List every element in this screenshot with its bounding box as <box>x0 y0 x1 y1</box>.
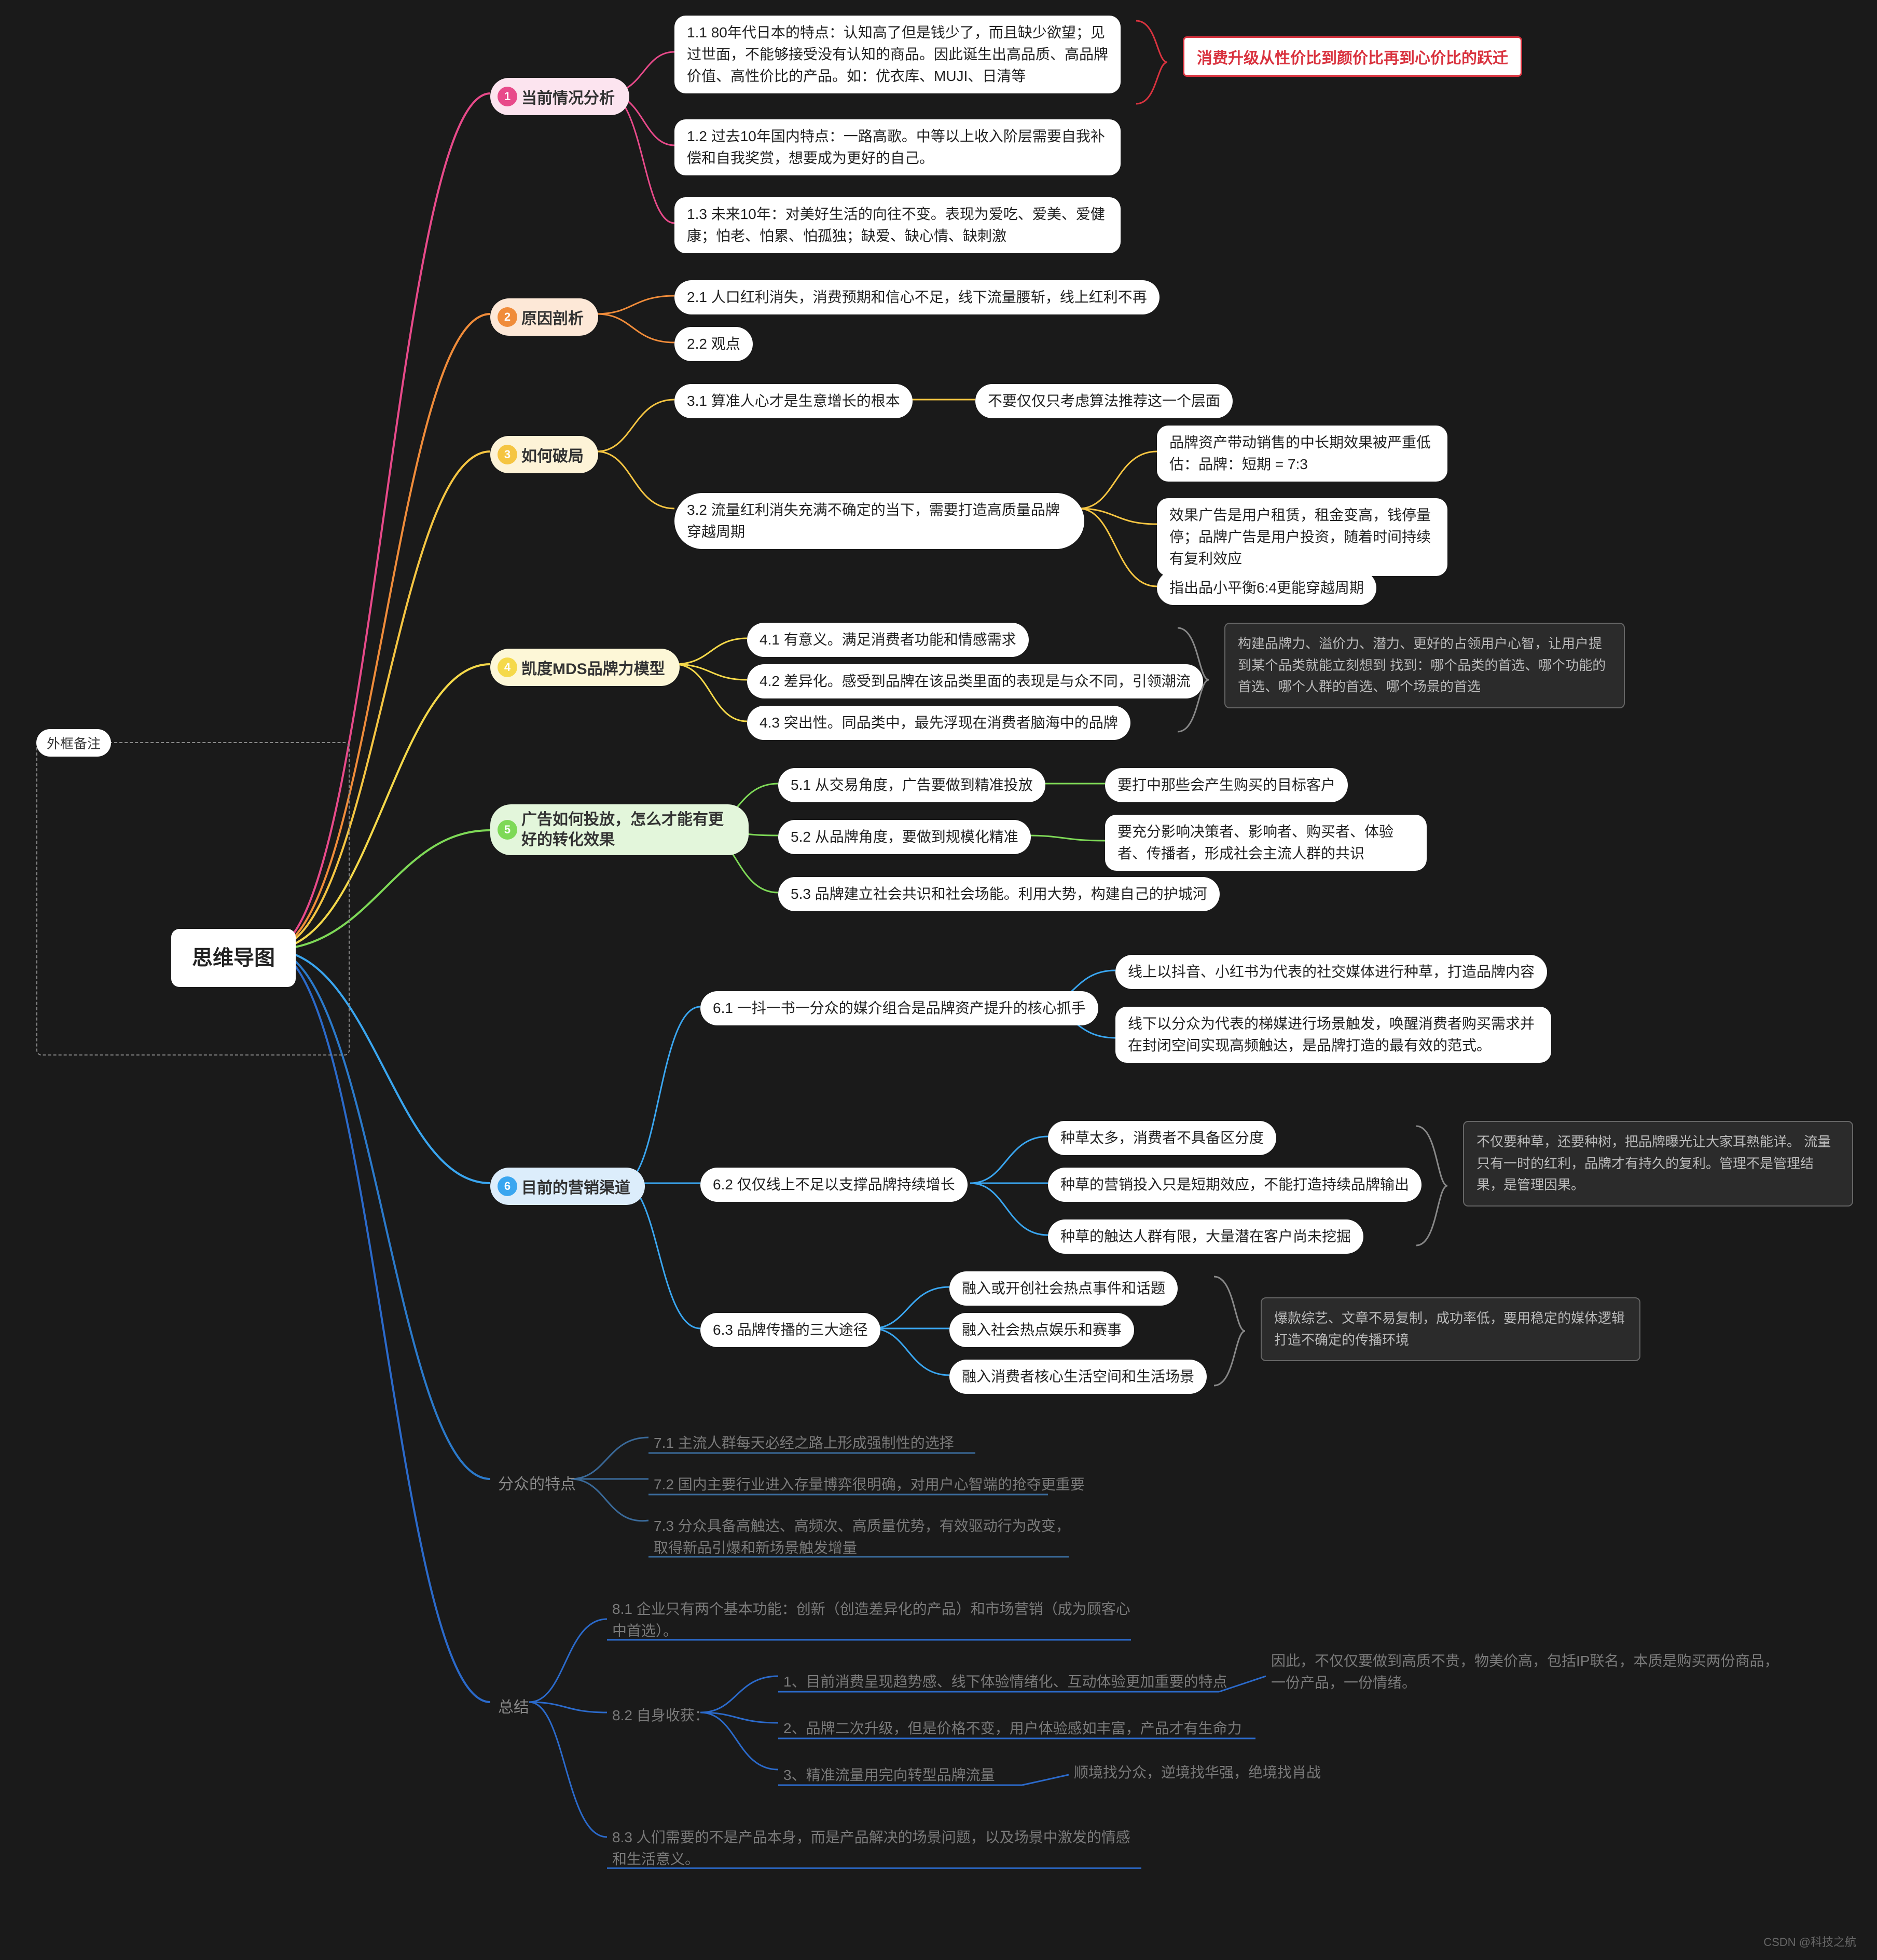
node-6-3b[interactable]: 融入社会热点娱乐和赛事 <box>949 1313 1134 1347</box>
branch-3-num: 3 <box>498 445 517 464</box>
node-6-1a[interactable]: 线上以抖音、小红书为代表的社交媒体进行种草，打造品牌内容 <box>1115 955 1547 989</box>
node-3-2a[interactable]: 品牌资产带动销售的中长期效果被严重低估：品牌：短期 = 7:3 <box>1157 426 1447 482</box>
root-node[interactable]: 思维导图 <box>171 929 296 987</box>
branch-4[interactable]: 4 凯度MDS品牌力模型 <box>490 649 680 686</box>
branch-1-label: 当前情况分析 <box>521 90 615 107</box>
node-4-2[interactable]: 4.2 差异化。感受到品牌在该品类里面的表现是与众不同，引领潮流 <box>747 664 1203 698</box>
branch-8-label[interactable]: 总结 <box>498 1694 529 1717</box>
branch-7-label[interactable]: 分众的特点 <box>498 1471 576 1494</box>
node-8-1[interactable]: 8.1 企业只有两个基本功能：创新（创造差异化的产品）和市场营销（成为顾客心中首… <box>612 1598 1131 1642</box>
branch-6-num: 6 <box>498 1176 517 1196</box>
watermark: CSDN @科技之航 <box>1763 1933 1856 1950</box>
node-6-3c[interactable]: 融入消费者核心生活空间和生活场景 <box>949 1360 1207 1394</box>
branch-6-label: 目前的营销渠道 <box>521 1180 630 1197</box>
callout-consumption-upgrade: 消费升级从性价比到颜价比再到心价比的跃迁 <box>1183 36 1522 77</box>
branch-4-num: 4 <box>498 657 517 677</box>
node-7-2[interactable]: 7.2 国内主要行业进入存量博弈很明确，对用户心智端的抢夺更重要 <box>654 1474 1085 1496</box>
branch-4-label: 凯度MDS品牌力模型 <box>521 661 665 678</box>
bracket-6-3-icon <box>1209 1271 1250 1391</box>
branch-5-label: 广告如何投放，怎么才能有更好的转化效果 <box>521 811 724 848</box>
node-4-3[interactable]: 4.3 突出性。同品类中，最先浮现在消费者脑海中的品牌 <box>747 706 1130 740</box>
node-6-2a[interactable]: 种草太多，消费者不具备区分度 <box>1048 1121 1276 1155</box>
node-3-1[interactable]: 3.1 算准人心才是生意增长的根本 <box>674 384 913 418</box>
node-7-1[interactable]: 7.1 主流人群每天必经之路上形成强制性的选择 <box>654 1432 954 1454</box>
node-8-2c[interactable]: 3、精准流量用完向转型品牌流量 <box>783 1764 995 1786</box>
node-5-2a[interactable]: 要充分影响决策者、影响者、购买者、体验者、传播者，形成社会主流人群的共识 <box>1105 815 1427 871</box>
node-6-1[interactable]: 6.1 一抖一书一分众的媒介组合是品牌资产提升的核心抓手 <box>700 991 1098 1025</box>
node-3-2c[interactable]: 指出品小平衡6:4更能穿越周期 <box>1157 571 1376 605</box>
node-1-2[interactable]: 1.2 过去10年国内特点：一路高歌。中等以上收入阶层需要自我补偿和自我奖赏，想… <box>674 119 1121 175</box>
node-2-1[interactable]: 2.1 人口红利消失，消费预期和信心不足，线下流量腰斩，线上红利不再 <box>674 280 1160 314</box>
callout-6-2: 不仅要种草，还要种树，把品牌曝光让大家耳熟能详。 流量只有一时的红利，品牌才有持… <box>1463 1121 1853 1207</box>
branch-5-num: 5 <box>498 820 517 840</box>
node-8-2b[interactable]: 2、品牌二次升级，但是价格不变，用户体验感如丰富，产品才有生命力 <box>783 1718 1242 1739</box>
node-8-2[interactable]: 8.2 自身收获： <box>612 1705 709 1726</box>
callout-4: 构建品牌力、溢价力、潜力、更好的占领用户心智，让用户提到某个品类就能立刻想到 找… <box>1224 623 1625 708</box>
node-5-2[interactable]: 5.2 从品牌角度，要做到规模化精准 <box>778 820 1031 854</box>
branch-3-label: 如何破局 <box>521 448 584 465</box>
node-3-1a[interactable]: 不要仅仅只考虑算法推荐这一个层面 <box>975 384 1233 418</box>
node-3-2[interactable]: 3.2 流量红利消失充满不确定的当下，需要打造高质量品牌穿越周期 <box>674 493 1084 549</box>
node-6-3a[interactable]: 融入或开创社会热点事件和话题 <box>949 1271 1178 1306</box>
node-5-1[interactable]: 5.1 从交易角度，广告要做到精准投放 <box>778 768 1045 802</box>
branch-2-label: 原因剖析 <box>521 310 584 327</box>
branch-6[interactable]: 6 目前的营销渠道 <box>490 1168 645 1205</box>
node-1-1[interactable]: 1.1 80年代日本的特点：认知高了但是钱少了，而且缺少欲望；见过世面，不能够接… <box>674 16 1121 93</box>
node-6-3[interactable]: 6.3 品牌传播的三大途径 <box>700 1313 880 1347</box>
node-1-3[interactable]: 1.3 未来10年：对美好生活的向往不变。表现为爱吃、爱美、爱健康；怕老、怕累、… <box>674 197 1121 253</box>
outer-note-box <box>36 742 350 1056</box>
branch-1-num: 1 <box>498 87 517 106</box>
node-6-2c[interactable]: 种草的触达人群有限，大量潜在客户尚未挖掘 <box>1048 1219 1363 1254</box>
node-4-1[interactable]: 4.1 有意义。满足消费者功能和情感需求 <box>747 623 1029 657</box>
branch-3[interactable]: 3 如何破局 <box>490 436 598 473</box>
branch-5[interactable]: 5 广告如何投放，怎么才能有更好的转化效果 <box>490 804 749 855</box>
branch-1[interactable]: 1 当前情况分析 <box>490 78 629 115</box>
node-5-3[interactable]: 5.3 品牌建立社会共识和社会场能。利用大势，构建自己的护城河 <box>778 877 1220 911</box>
node-7-3[interactable]: 7.3 分众具备高触达、高频次、高质量优势，有效驱动行为改变，取得新品引爆和新场… <box>654 1515 1079 1559</box>
node-8-3[interactable]: 8.3 人们需要的不是产品本身，而是产品解决的场景问题，以及场景中激发的情感和生… <box>612 1827 1141 1870</box>
node-3-2b[interactable]: 效果广告是用户租赁，租金变高，钱停量停；品牌广告是用户投资，随着时间持续有复利效… <box>1157 498 1447 576</box>
outer-note-label: 外框备注 <box>36 729 111 757</box>
node-6-1b[interactable]: 线下以分众为代表的梯媒进行场景触发，唤醒消费者购买需求并在封闭空间实现高频触达，… <box>1115 1007 1551 1063</box>
node-8-2a[interactable]: 1、目前消费呈现趋势感、线下体验情绪化、互动体验更加重要的特点 <box>783 1671 1227 1693</box>
branch-2-num: 2 <box>498 307 517 327</box>
node-6-2[interactable]: 6.2 仅仅线上不足以支撑品牌持续增长 <box>700 1168 968 1202</box>
bracket-icon <box>1131 16 1172 109</box>
node-6-2b[interactable]: 种草的营销投入只是短期效应，不能打造持续品牌输出 <box>1048 1168 1421 1202</box>
node-8-2a-r[interactable]: 因此，不仅仅要做到高质不贵，物美价高，包括IP联名，本质是购买两份商品，一份产品… <box>1271 1650 1790 1694</box>
node-5-1a[interactable]: 要打中那些会产生购买的目标客户 <box>1105 768 1348 802</box>
branch-2[interactable]: 2 原因剖析 <box>490 298 598 336</box>
node-2-2[interactable]: 2.2 观点 <box>674 327 753 361</box>
callout-6-3: 爆款综艺、文章不易复制，成功率低，要用稳定的媒体逻辑打造不确定的传播环境 <box>1261 1297 1640 1361</box>
node-8-2c-r[interactable]: 顺境找分众，逆境找华强，绝境找肖战 <box>1074 1762 1321 1784</box>
